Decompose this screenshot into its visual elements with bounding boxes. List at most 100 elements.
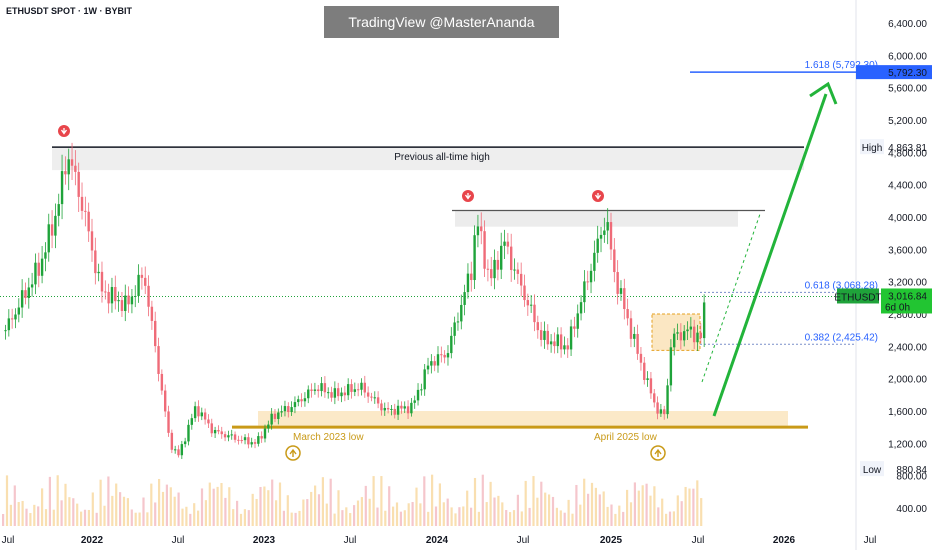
candle (579, 302, 583, 314)
volume-bar (590, 482, 594, 526)
volume-bar (158, 478, 161, 526)
volume-bar (388, 486, 391, 526)
candle (566, 345, 569, 350)
volume-bar (368, 498, 371, 526)
volume-bar (536, 497, 539, 526)
candle (643, 362, 646, 380)
y-tick-label: 6,000.00 (888, 51, 927, 62)
candle (197, 406, 200, 417)
candle (396, 405, 400, 415)
y-tick-label: 2,400.00 (888, 342, 927, 353)
volume-bar (286, 495, 289, 526)
candle (247, 437, 250, 445)
volume-bar (263, 486, 266, 526)
candle (263, 428, 267, 439)
up-arrow-icon (654, 448, 662, 457)
candle (57, 204, 60, 216)
volume-bar (181, 508, 184, 526)
candle (157, 346, 160, 374)
y-tick-label: 1,600.00 (888, 407, 927, 418)
candle (84, 210, 87, 212)
candle (549, 341, 553, 345)
volume-bar (637, 490, 640, 526)
candle (253, 442, 257, 444)
candle (673, 333, 676, 348)
volume-bar (470, 507, 473, 526)
candle (307, 389, 310, 399)
volume-bar (579, 504, 582, 526)
candle (649, 378, 653, 394)
candle (127, 295, 130, 305)
volume-bar (189, 513, 192, 526)
volume-bar (587, 493, 590, 526)
volume-bar (434, 506, 438, 526)
candle (163, 390, 167, 412)
fib_0382-label: 0.382 (2,425.42) (805, 332, 878, 343)
candle (300, 399, 303, 402)
volume-bar (399, 511, 402, 526)
volume-bar (610, 504, 613, 526)
candle (4, 330, 7, 332)
volume-bar (594, 487, 597, 526)
volume-bar (345, 507, 348, 526)
candle (7, 318, 11, 331)
candle (30, 284, 34, 288)
resistance-zone (455, 210, 738, 227)
projection-arrow (712, 93, 828, 417)
candle (400, 405, 403, 409)
candle (336, 388, 340, 397)
candle (653, 393, 656, 403)
candle (529, 304, 533, 306)
volume-bar (567, 499, 570, 526)
volume-bar (497, 495, 500, 526)
candle (273, 413, 277, 419)
volume-bar (349, 513, 352, 526)
volume-bar (41, 488, 44, 526)
candle (586, 281, 589, 283)
candle (563, 345, 566, 350)
candle (60, 171, 64, 205)
candle (24, 290, 27, 299)
volume-bar (185, 506, 188, 526)
volume-bar (329, 478, 332, 526)
candle (150, 306, 154, 321)
candle (523, 285, 526, 301)
y-tick-label: 5,200.00 (888, 116, 927, 127)
volume-bar (509, 512, 512, 526)
volume-bar (64, 483, 67, 526)
volume-bar (177, 492, 180, 526)
low-value: 880.84 (896, 465, 927, 476)
down-arrow-icon (464, 193, 472, 200)
projection-dashed (701, 213, 761, 383)
volume-bar (559, 510, 562, 526)
volume-bar (376, 507, 379, 526)
volume-bar (384, 510, 387, 526)
candle (27, 287, 30, 299)
candle (426, 365, 430, 370)
volume-bar (278, 482, 282, 526)
volume-bar (259, 486, 262, 526)
candle (476, 226, 480, 236)
candle (210, 423, 213, 434)
volume-bar (17, 502, 20, 526)
volume-bar (72, 498, 75, 526)
x-tick-label: 2023 (253, 535, 276, 546)
volume-bar (392, 506, 395, 526)
candle (40, 258, 44, 276)
candle (546, 330, 549, 345)
volume-bar (520, 511, 523, 526)
volume-bar (653, 486, 656, 526)
candle (90, 231, 94, 251)
volume-bar (431, 474, 434, 526)
volume-bar (142, 497, 145, 526)
y-tick-label: 6,400.00 (888, 19, 927, 30)
candle (290, 407, 293, 413)
candle (120, 300, 124, 311)
candle (443, 354, 446, 358)
candle (70, 159, 74, 166)
candle (533, 304, 536, 323)
volume-bar (696, 480, 699, 526)
volume-bar (122, 496, 126, 526)
y-tick-label: 3,200.00 (888, 278, 927, 289)
